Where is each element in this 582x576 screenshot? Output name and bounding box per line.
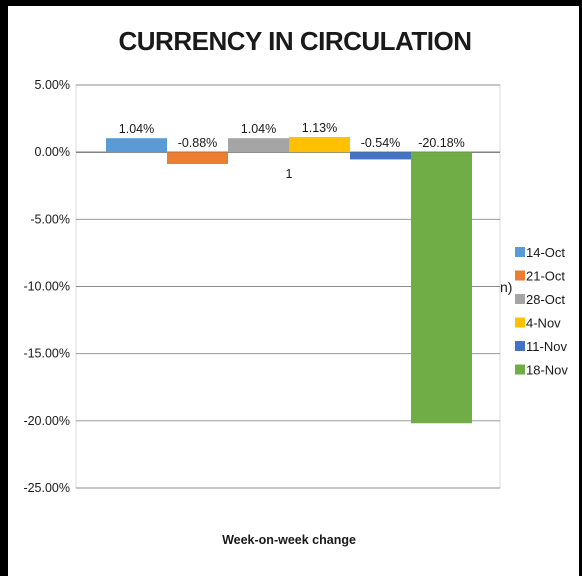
bar-14-oct xyxy=(106,138,167,153)
legend-label: 21-Oct xyxy=(526,269,565,284)
legend-swatch xyxy=(515,270,525,281)
legend-label: 28-Oct xyxy=(526,292,565,307)
legend-swatch xyxy=(515,294,525,304)
y-tick-label: -10.00% xyxy=(23,280,70,294)
data-label-11-nov: -0.54% xyxy=(361,136,401,150)
data-label-14-oct: 1.04% xyxy=(119,122,154,136)
y-tick-label: -15.00% xyxy=(23,347,70,361)
legend-swatch xyxy=(515,317,525,328)
y-tick-label: -5.00% xyxy=(30,212,70,226)
data-label-21-oct: -0.88% xyxy=(178,136,218,150)
x-axis-label: Week-on-week change xyxy=(222,533,356,547)
legend-label: 4-Nov xyxy=(526,316,561,331)
stray-text: n) xyxy=(500,279,512,295)
legend-swatch xyxy=(515,364,525,375)
bar-21-oct xyxy=(167,152,228,164)
legend-swatch xyxy=(515,341,525,351)
legend: 14-Oct 21-Oct 28-Oct 4-Nov 11-Nov 18-Nov xyxy=(515,245,568,378)
legend-label: 11-Nov xyxy=(526,339,567,354)
legend-swatch xyxy=(515,247,525,257)
data-label-4-nov: 1.13% xyxy=(302,121,337,135)
data-label-28-oct: 1.04% xyxy=(241,122,276,136)
y-tick-label: -25.00% xyxy=(23,481,70,495)
bars xyxy=(106,136,472,424)
legend-label: 18-Nov xyxy=(526,363,568,378)
chart-title: CURRENCY IN CIRCULATION xyxy=(119,26,472,56)
y-tick-label: 0.00% xyxy=(35,145,70,159)
bar-28-oct xyxy=(228,138,289,153)
category-label: 1 xyxy=(286,167,293,181)
y-axis-ticks: 5.00% 0.00% -5.00% -10.00% -15.00% -20.00% -25… xyxy=(23,78,70,495)
data-labels: 1.04% -0.88% 1.04% 1.13% -0.54% -20.18% xyxy=(119,121,465,150)
bar-11-nov xyxy=(350,152,411,160)
data-label-18-nov: -20.18% xyxy=(418,136,465,150)
y-tick-label: -20.00% xyxy=(23,414,70,428)
bar-18-nov xyxy=(411,152,472,424)
y-tick-label: 5.00% xyxy=(35,78,70,92)
bar-4-nov xyxy=(289,136,350,153)
legend-label: 14-Oct xyxy=(526,245,565,260)
